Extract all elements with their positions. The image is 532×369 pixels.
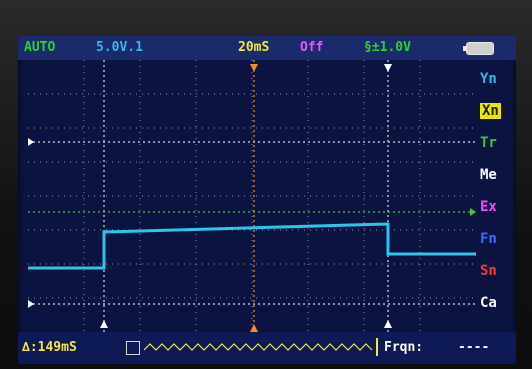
- marker-ylevel2-icon: [28, 300, 34, 308]
- menu-ca[interactable]: Ca: [480, 295, 497, 311]
- trigger-marker-icon: [470, 208, 476, 216]
- checkbox-icon[interactable]: [126, 341, 140, 355]
- measurement-bar: ∆:149mS Frqn: ----: [18, 332, 516, 364]
- time-per-div[interactable]: 20mS: [238, 40, 270, 55]
- marker-ylevel-icon: [28, 138, 34, 146]
- oscilloscope-screen: AUTO 5.0V.1 20mS Off §±1.0V: [18, 36, 516, 364]
- menu-xn[interactable]: Xn: [480, 103, 501, 119]
- signal-trace: [28, 222, 476, 270]
- waveform-plot: [28, 60, 476, 332]
- menu-sn[interactable]: Sn: [480, 263, 497, 279]
- frequency-value: ----: [458, 340, 490, 355]
- menu-ex[interactable]: Ex: [480, 199, 497, 215]
- channel-state[interactable]: Off: [300, 40, 324, 55]
- marker-top-icon: [384, 64, 392, 72]
- status-bar: AUTO 5.0V.1 20mS Off §±1.0V: [18, 36, 516, 60]
- menu-tr[interactable]: Tr: [480, 135, 497, 151]
- zigzag-icon: [144, 343, 373, 351]
- grid: [28, 60, 476, 332]
- marker-right-icon: [384, 320, 392, 328]
- marker-left-icon: [100, 320, 108, 328]
- time-cursor-marker-icon: [250, 64, 258, 72]
- trigger-level[interactable]: §±1.0V: [364, 40, 411, 55]
- menu-yn[interactable]: Yn: [480, 71, 497, 87]
- range-end-marker: [376, 338, 378, 356]
- delta-time-readout: ∆:149mS: [22, 340, 77, 355]
- battery-icon: [463, 42, 494, 55]
- run-mode[interactable]: AUTO: [24, 40, 56, 55]
- time-cursor-bottom-icon: [250, 324, 258, 332]
- volts-per-div[interactable]: 5.0V.1: [96, 40, 143, 55]
- menu-fn[interactable]: Fn: [480, 231, 497, 247]
- menu-me[interactable]: Me: [480, 167, 497, 183]
- frequency-label: Frqn:: [384, 340, 424, 355]
- side-menu: Yn Xn Tr Me Ex Fn Sn Ca: [476, 60, 516, 332]
